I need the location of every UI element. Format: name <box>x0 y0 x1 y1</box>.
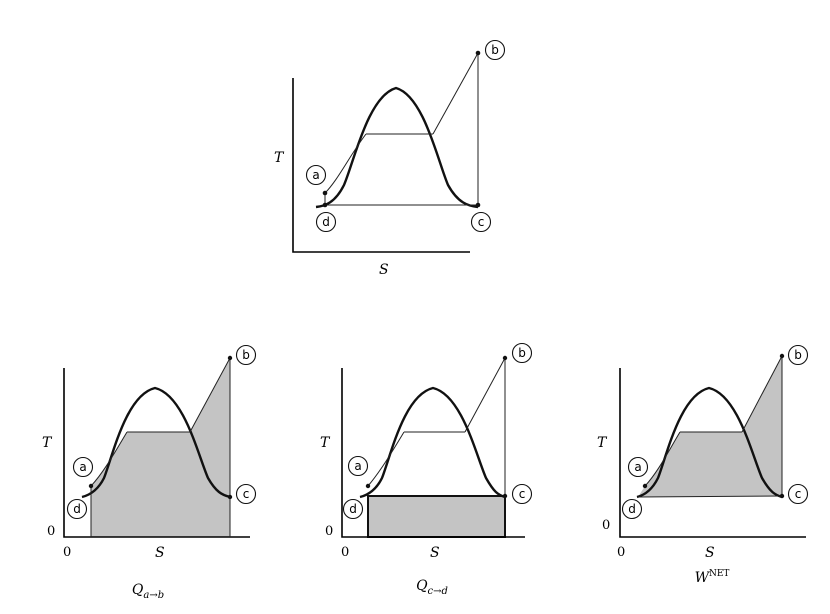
net-work-point-a-marker: a <box>627 456 649 478</box>
heat-out-dot-c <box>502 493 508 499</box>
net-work-shaded-area <box>638 356 782 497</box>
heat-in-point-a-marker: a <box>72 456 94 478</box>
svg-text:b: b <box>242 348 250 362</box>
top-dot-d <box>322 202 328 208</box>
net-work-s-label: S <box>705 545 715 561</box>
svg-text:d: d <box>628 502 636 516</box>
heat-out-zero-x: 0 <box>341 545 349 560</box>
net-work-dot-c <box>779 493 785 499</box>
heat-out-dot-a <box>365 483 371 489</box>
top-dot-c <box>475 202 481 208</box>
net-work-axes <box>619 368 806 538</box>
net-work-zero-x: 0 <box>617 545 625 560</box>
net-work-diagram: T 0 0 S a b c d WNET <box>597 344 809 586</box>
svg-text:d: d <box>322 215 330 229</box>
heat-out-superheat <box>464 357 506 433</box>
net-work-dot-a <box>642 483 648 489</box>
top-t-axis <box>292 78 470 253</box>
svg-text:c: c <box>519 487 526 501</box>
heat-in-dot-c <box>227 494 233 500</box>
heat-out-t-label: T <box>320 435 331 451</box>
heat-in-dome <box>81 386 231 499</box>
svg-text:a: a <box>634 460 641 474</box>
svg-text:c: c <box>795 487 802 501</box>
heat-out-dome <box>359 386 506 499</box>
heat-out-s-label: S <box>430 545 440 561</box>
heat-in-point-b-marker: b <box>235 344 257 366</box>
heat-out-point-a-marker: a <box>347 455 369 477</box>
heat-in-caption: Qa→b <box>132 582 164 601</box>
heat-in-shaded-area <box>91 358 230 537</box>
net-work-point-c-marker: c <box>787 483 809 505</box>
svg-text:d: d <box>73 502 81 516</box>
net-work-t-label: T <box>597 435 608 451</box>
heat-in-zero-x: 0 <box>63 545 71 560</box>
net-work-caption: WNET <box>695 569 730 586</box>
top-point-a-marker: a <box>305 164 327 186</box>
heat-in-diagram: T 0 0 S a b c d Qa→b <box>42 344 257 601</box>
heat-out-point-d-marker: d <box>342 498 364 520</box>
heat-out-process-a <box>367 431 405 487</box>
heat-out-shaded-rect <box>367 495 506 538</box>
heat-in-dot-a <box>88 483 94 489</box>
svg-text:d: d <box>349 502 357 516</box>
top-superheat-line <box>432 52 479 135</box>
heat-in-superheat <box>189 357 231 433</box>
heat-out-caption: Qc→d <box>416 578 448 597</box>
net-work-point-b-marker: b <box>787 344 809 366</box>
svg-text:a: a <box>312 168 319 182</box>
top-point-c-marker: c <box>470 211 492 233</box>
top-saturation-dome <box>315 86 479 209</box>
top-point-d-marker: d <box>315 211 337 233</box>
svg-text:a: a <box>79 460 86 474</box>
top-diagram: T S a b c d <box>274 39 506 278</box>
heat-out-point-c-marker: c <box>511 483 533 505</box>
net-work-process-a <box>644 431 681 487</box>
heat-in-axes <box>63 368 250 538</box>
svg-text:a: a <box>354 459 361 473</box>
top-t-label: T <box>274 150 285 166</box>
heat-out-zero: 0 <box>325 524 333 539</box>
svg-text:b: b <box>491 43 499 57</box>
net-work-point-d-marker: d <box>621 498 643 520</box>
net-work-zero: 0 <box>602 518 610 533</box>
heat-in-t-label: T <box>42 435 53 451</box>
net-work-dot-b <box>779 353 785 359</box>
heat-out-diagram: T 0 0 S a b c d Qc→d <box>320 342 533 597</box>
top-dot-b <box>475 50 481 56</box>
heat-in-zero: 0 <box>47 524 55 539</box>
net-work-superheat <box>741 355 783 433</box>
heat-out-point-b-marker: b <box>511 342 533 364</box>
heat-in-point-d-marker: d <box>66 498 88 520</box>
heat-in-s-label: S <box>155 545 165 561</box>
top-s-label: S <box>379 262 389 278</box>
top-point-b-marker: b <box>484 39 506 61</box>
heat-out-dot-b <box>502 355 508 361</box>
top-process-a-to-plateau <box>324 133 367 194</box>
net-work-cd-line <box>637 495 783 498</box>
heat-out-axes <box>341 368 525 538</box>
svg-text:c: c <box>478 215 485 229</box>
top-dot-a <box>322 190 328 196</box>
svg-text:b: b <box>518 346 526 360</box>
heat-in-point-c-marker: c <box>235 483 257 505</box>
heat-in-dot-b <box>227 355 233 361</box>
svg-text:c: c <box>243 487 250 501</box>
svg-text:b: b <box>794 348 802 362</box>
net-work-dome <box>636 386 783 499</box>
heat-in-process-a <box>90 431 128 487</box>
